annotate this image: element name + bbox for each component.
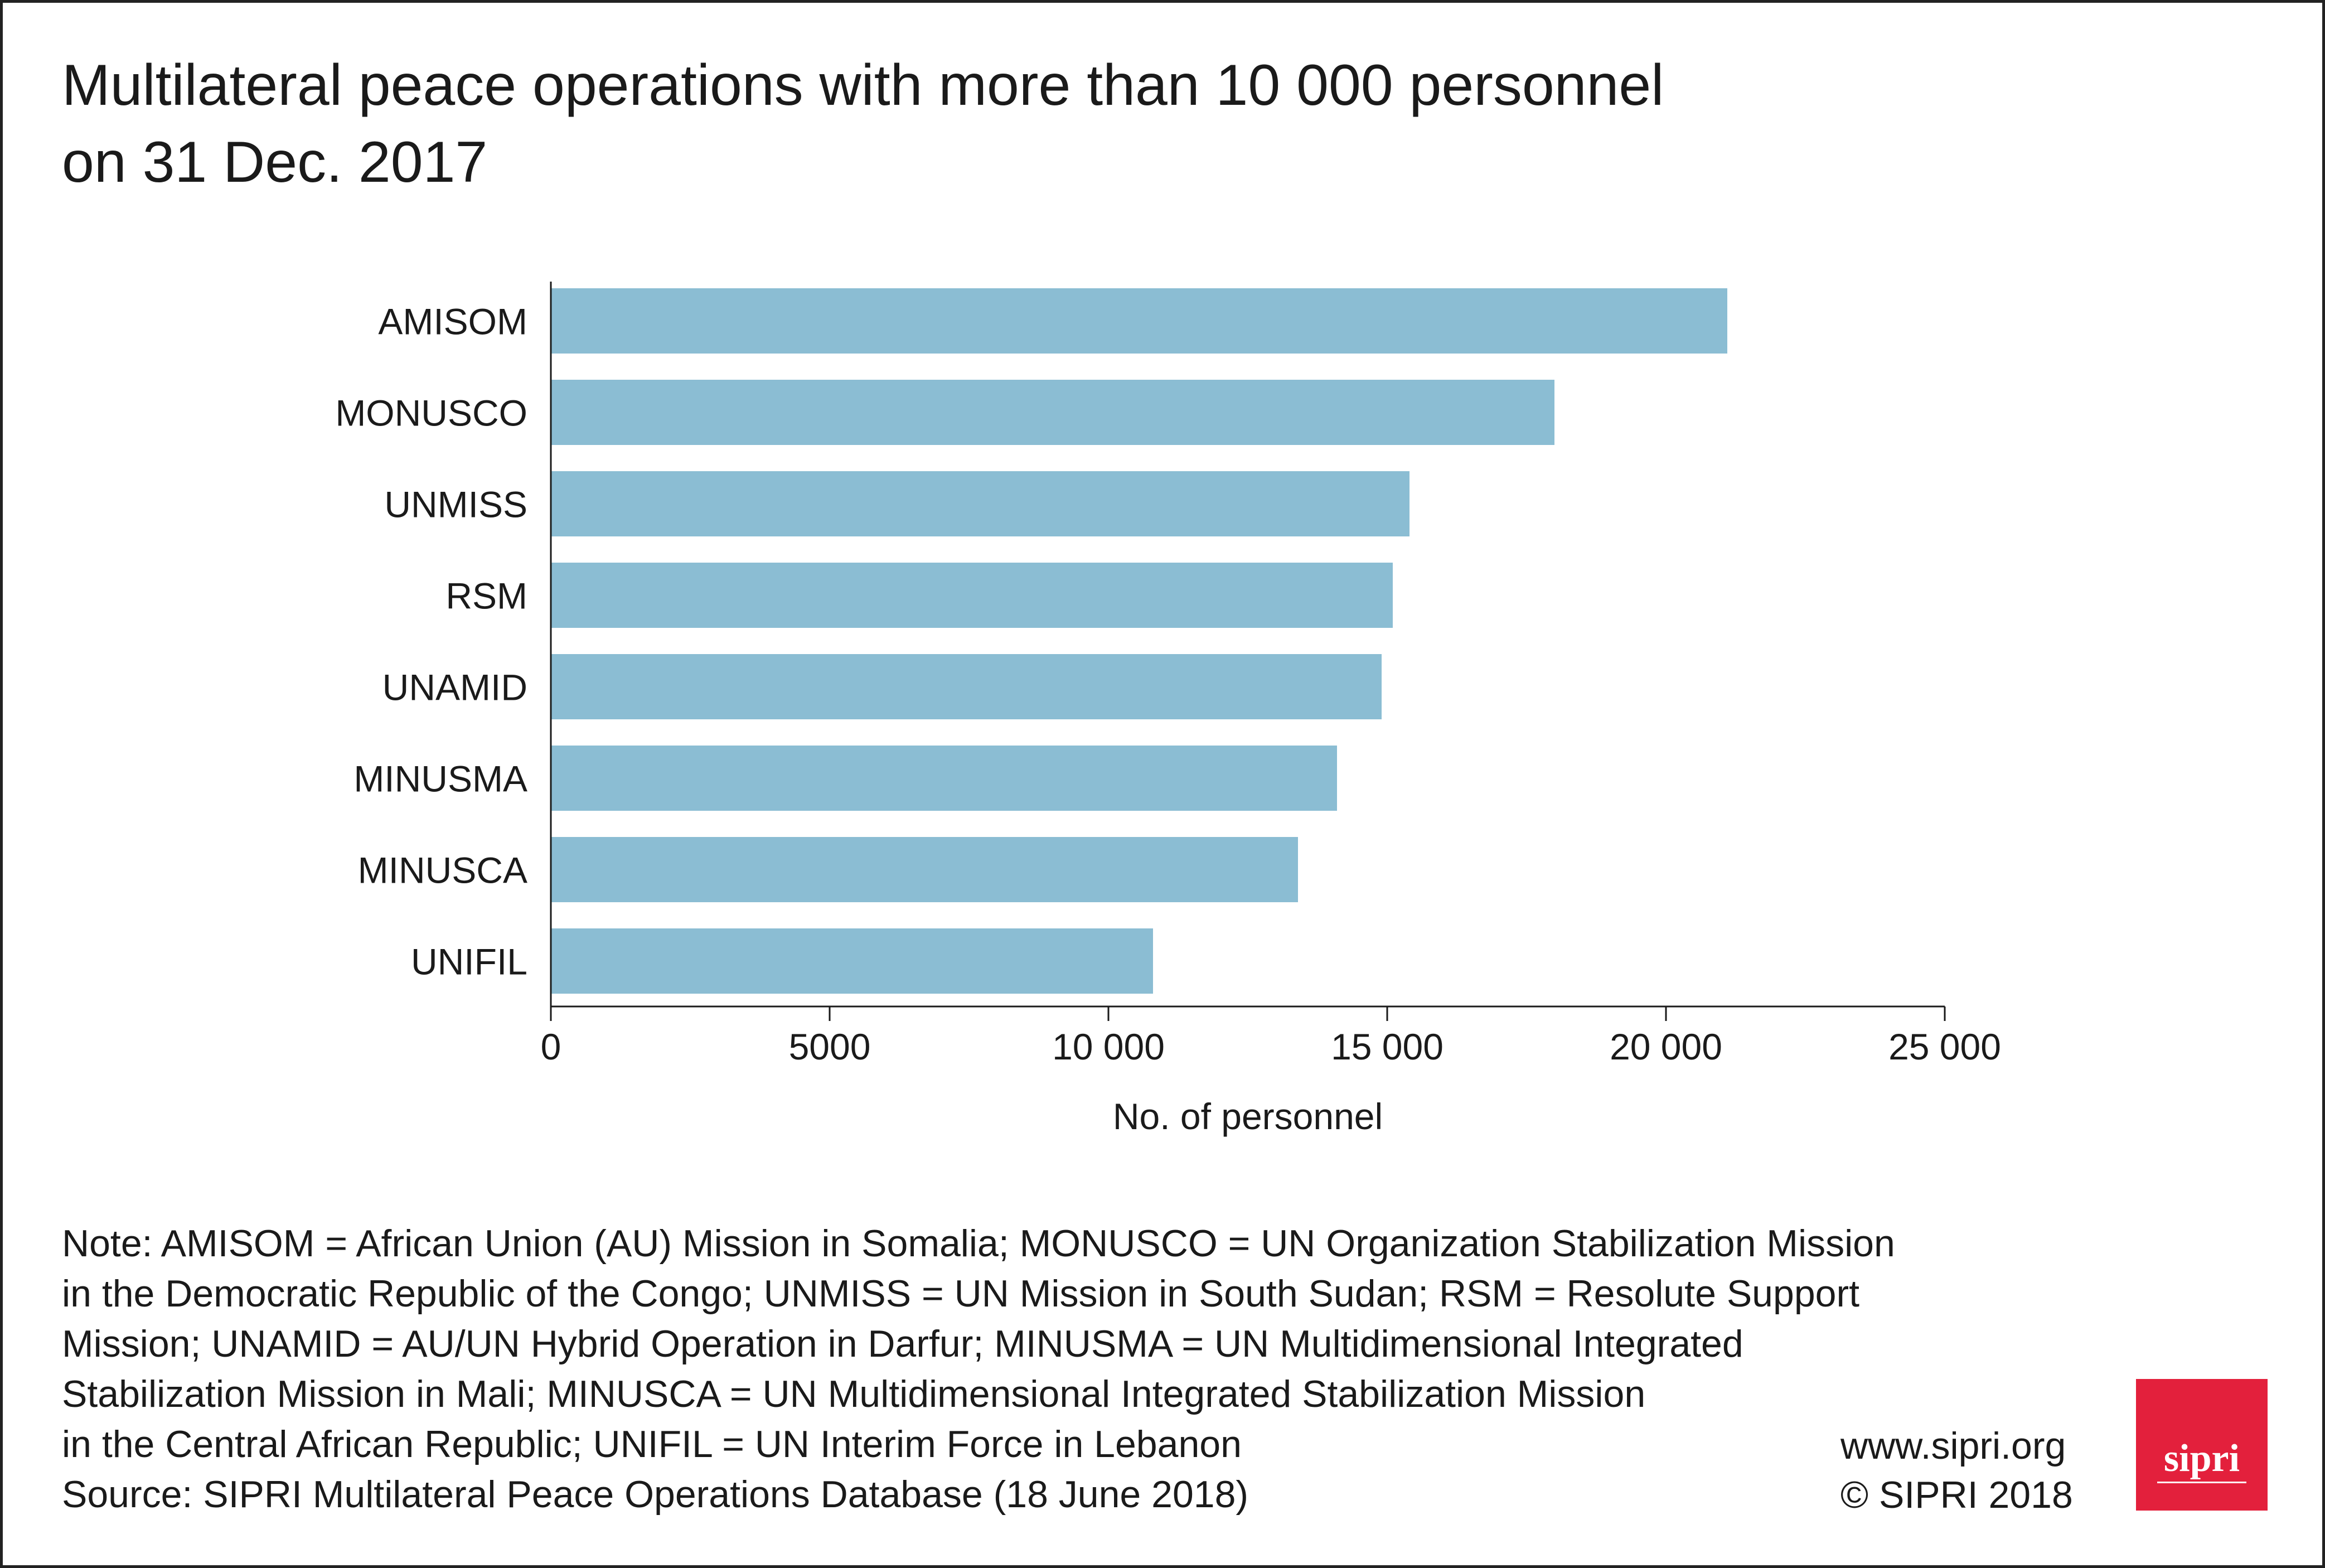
bar-minusma <box>551 746 1337 811</box>
bars <box>551 288 1727 994</box>
x-tick-label: 10 000 <box>1052 1026 1165 1067</box>
note-line: in the Democratic Republic of the Congo;… <box>62 1272 1859 1315</box>
bar-unifil <box>551 928 1153 994</box>
chart-title-line-2: on 31 Dec. 2017 <box>62 130 488 195</box>
note-line: Mission; UNAMID = AU/UN Hybrid Operation… <box>62 1323 1743 1365</box>
x-tick-label: 5000 <box>789 1026 871 1067</box>
bar-chart: AMISOM MONUSCO UNMISS RSM UNAMID MINUSMA MINUS… <box>335 282 2001 1137</box>
bar-unmiss <box>551 471 1409 536</box>
website-link[interactable]: www.sipri.org <box>1840 1425 2066 1467</box>
sipri-logo-rule <box>2157 1482 2246 1483</box>
x-tick-label: 0 <box>541 1026 561 1067</box>
bar-rsm <box>551 563 1393 628</box>
category-labels: AMISOM MONUSCO UNMISS RSM UNAMID MINUSMA MINUS… <box>335 301 527 983</box>
x-tick-label: 25 000 <box>1888 1026 2001 1067</box>
category-label-unmiss: UNMISS <box>384 484 527 525</box>
sipri-logo-text: sipri <box>2163 1437 2240 1480</box>
source-line: Source: SIPRI Multilateral Peace Operati… <box>62 1473 1249 1516</box>
category-label-minusca: MINUSCA <box>358 850 527 891</box>
bar-monusco <box>551 380 1554 445</box>
category-label-unamid: UNAMID <box>382 667 527 708</box>
chart-title-line-1: Multilateral peace operations with more … <box>62 53 1664 118</box>
note-line: Note: AMISOM = African Union (AU) Missio… <box>62 1222 1895 1265</box>
category-label-monusco: MONUSCO <box>335 393 527 434</box>
category-label-unifil: UNIFIL <box>411 941 527 983</box>
footer-credits: www.sipri.org © SIPRI 2018 <box>1840 1421 2073 1519</box>
bar-amisom <box>551 288 1727 354</box>
x-axis-ticks: 0 5000 10 000 15 000 20 000 25 000 <box>541 1006 2001 1067</box>
note-line: Stabilization Mission in Mali; MINUSCA =… <box>62 1373 1646 1415</box>
x-axis-title: No. of personnel <box>1113 1096 1383 1137</box>
note-line: in the Central African Republic; UNIFIL … <box>62 1423 1242 1465</box>
sipri-logo: sipri <box>2136 1379 2268 1511</box>
note-block: Note: AMISOM = African Union (AU) Missio… <box>62 1218 1958 1519</box>
x-tick-label: 15 000 <box>1331 1026 1444 1067</box>
category-label-amisom: AMISOM <box>378 301 527 342</box>
category-label-rsm: RSM <box>445 575 527 617</box>
bar-unamid <box>551 654 1382 719</box>
bar-minusca <box>551 837 1298 902</box>
copyright-text: © SIPRI 2018 <box>1840 1474 2073 1516</box>
category-label-minusma: MINUSMA <box>353 758 527 800</box>
x-tick-label: 20 000 <box>1610 1026 1722 1067</box>
